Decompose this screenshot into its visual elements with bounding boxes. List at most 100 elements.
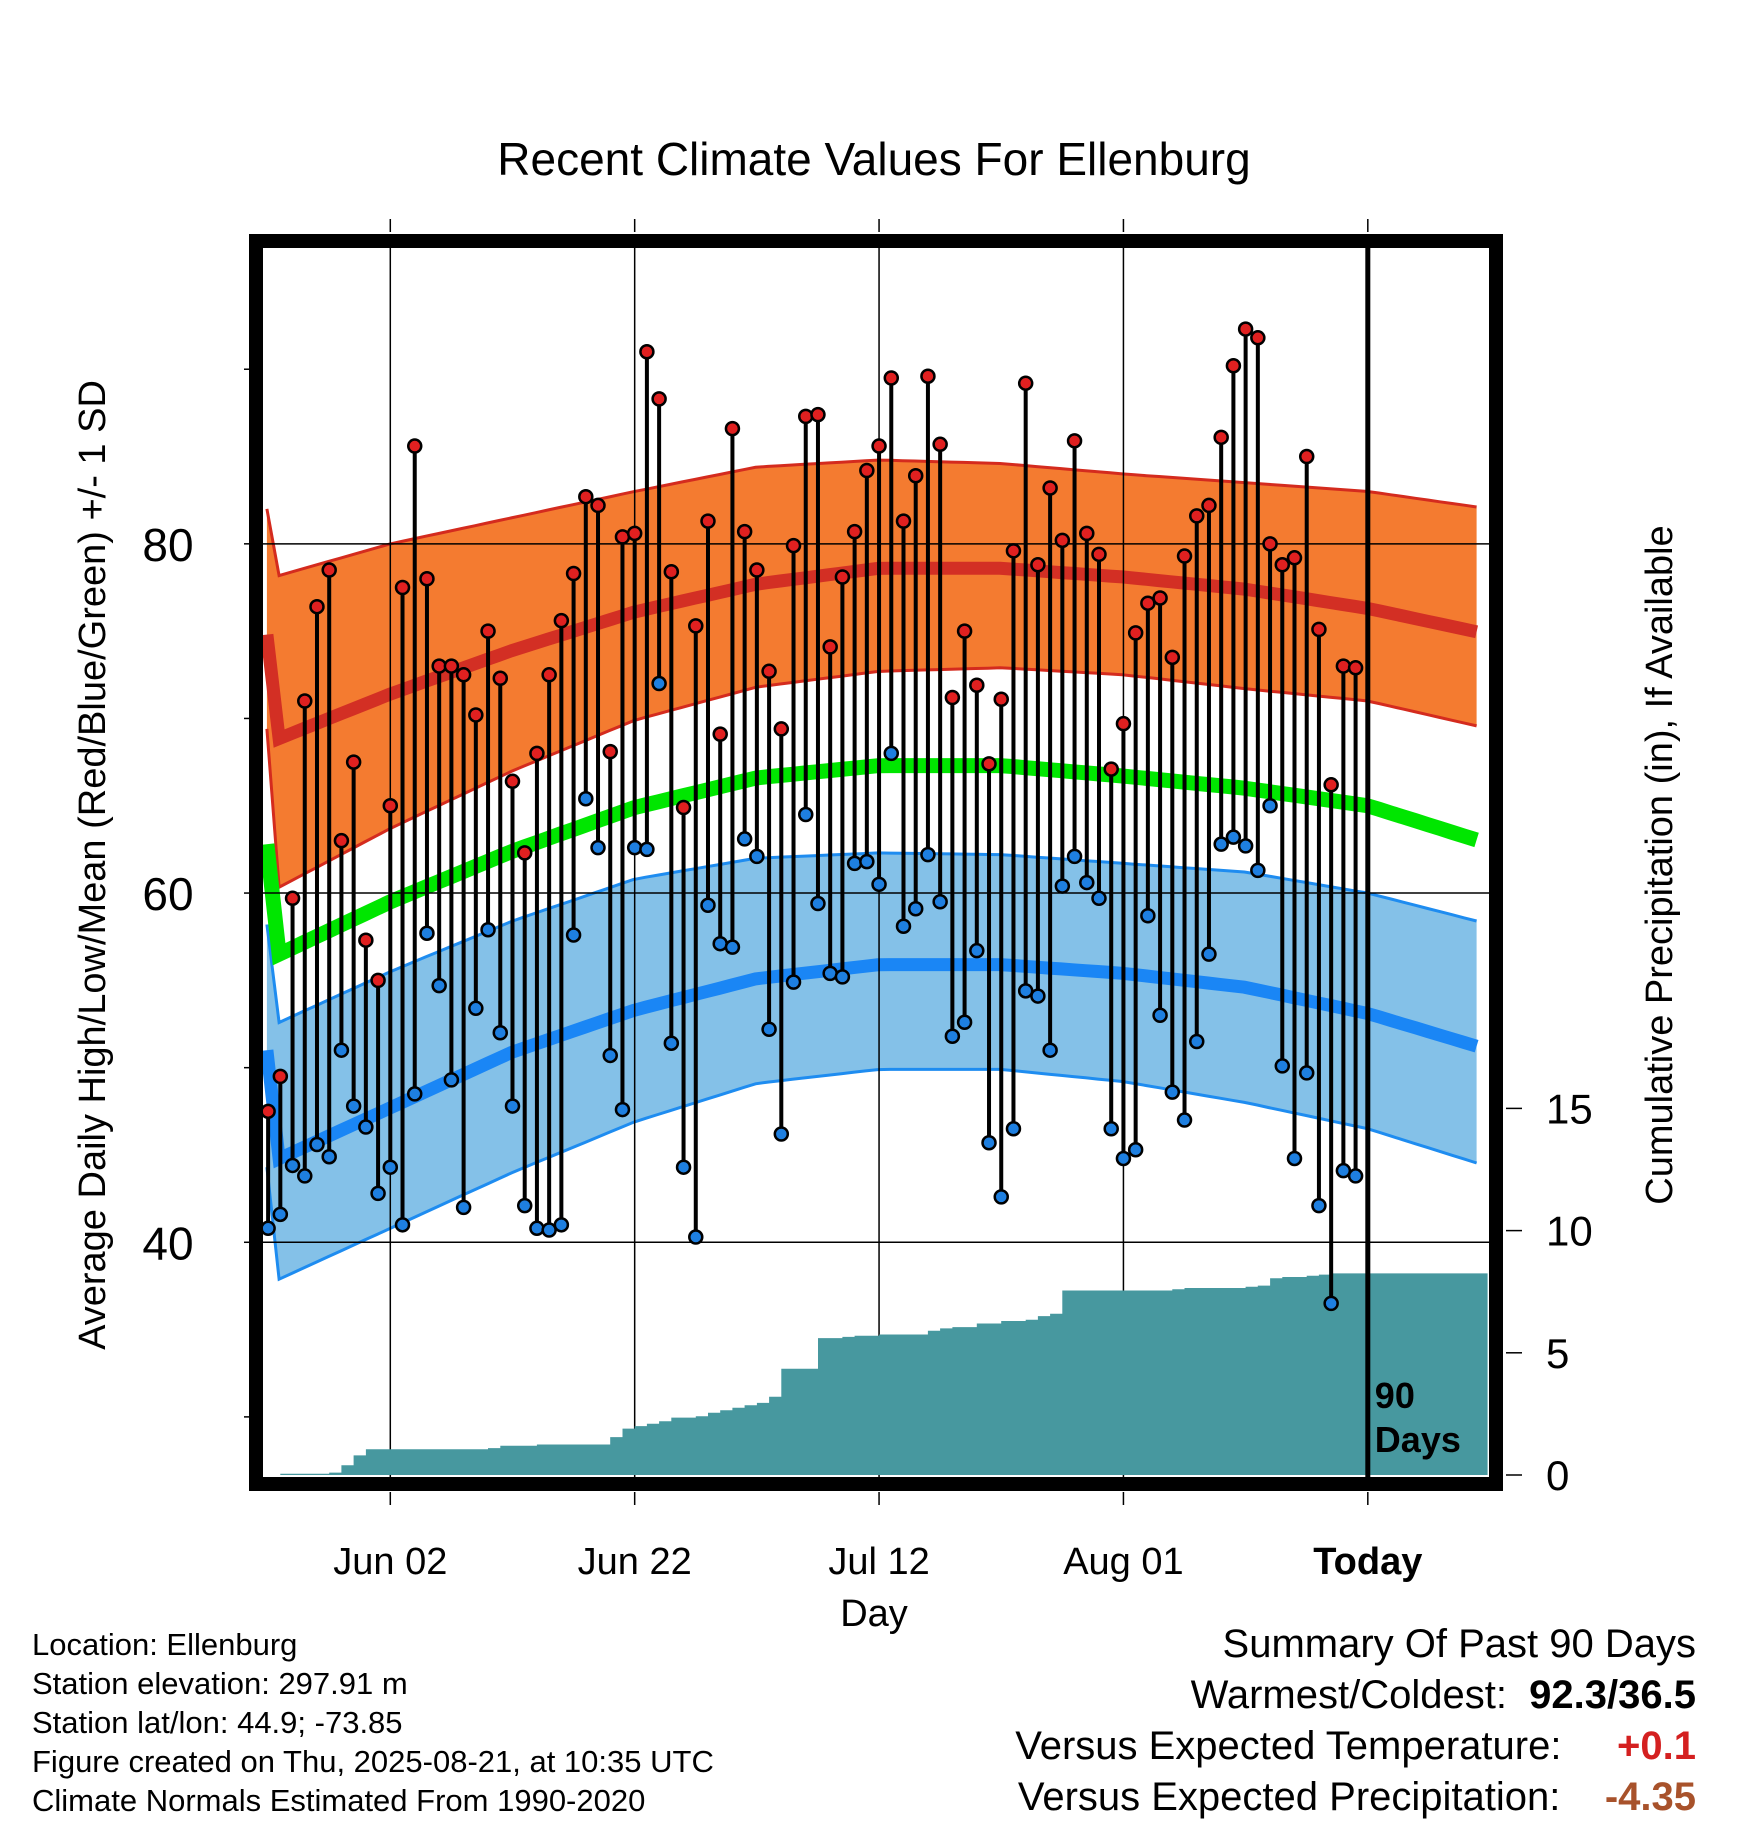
y2-tick-label: 0 (1546, 1452, 1569, 1499)
daily-low-point (345, 1098, 362, 1114)
daily-high-point (333, 832, 350, 849)
daily-low-point (272, 1206, 289, 1223)
daily-high-point (297, 693, 313, 709)
today-marker-label: 90 (1375, 1375, 1415, 1416)
summary-warm-cold: Warmest/Coldest: 92.3/36.5 (1191, 1673, 1696, 1718)
daily-high-point (1250, 330, 1266, 346)
temp-value: +0.1 (1617, 1724, 1696, 1768)
daily-low-point (394, 1217, 411, 1233)
daily-low-point (1164, 1084, 1181, 1100)
elevation-text: Station elevation: 297.91 m (32, 1666, 408, 1701)
daily-low-point (895, 918, 912, 934)
x-tick-label: Jul 12 (828, 1541, 929, 1583)
latlon-text: Station lat/lon: 44.9; -73.85 (32, 1705, 403, 1740)
y-axis-title: Average Daily High/Low/Mean (Red/Blue/Gr… (72, 380, 114, 1350)
daily-low-point (1188, 1033, 1205, 1050)
daily-high-point (981, 756, 997, 772)
daily-high-point (920, 368, 936, 384)
daily-high-point (761, 663, 777, 680)
y-tick-label: 60 (142, 868, 193, 920)
daily-low-point (1225, 829, 1242, 845)
warm-cold-value: 92.3/36.5 (1529, 1673, 1696, 1717)
normal-low-line (262, 958, 1479, 1169)
daily-high-point (272, 1068, 289, 1085)
plot-frame (249, 234, 1503, 1491)
daily-high-point (1091, 546, 1107, 563)
daily-high-point (1323, 777, 1339, 793)
low-sd-upper-edge (265, 851, 1477, 1025)
daily-low-point (956, 1014, 973, 1031)
daily-low-point (1017, 983, 1034, 999)
daily-high-point (1286, 550, 1303, 566)
daily-low-point (688, 1229, 704, 1245)
daily-high-point (455, 667, 472, 683)
daily-high-point (553, 612, 570, 629)
daily-high-point (749, 562, 765, 578)
daily-low-point (1262, 798, 1278, 814)
high-sd-lower-edge (265, 666, 1477, 890)
daily-high-point (907, 467, 924, 484)
daily-low-point (773, 1126, 790, 1142)
daily-high-point (492, 670, 509, 687)
daily-high-point (1262, 536, 1278, 552)
daily-high-point (993, 691, 1009, 707)
daily-high-point (883, 370, 900, 386)
daily-high-point (1176, 548, 1193, 564)
daily-high-point (602, 743, 618, 760)
daily-low-point (859, 853, 875, 870)
precip-value: -4.35 (1604, 1775, 1696, 1819)
daily-low-point (565, 927, 582, 943)
daily-high-point (736, 523, 753, 540)
chart-title: Recent Climate Values For Ellenburg (497, 133, 1250, 185)
daily-high-point (1079, 525, 1095, 542)
daily-low-point (382, 1159, 399, 1175)
daily-low-point (761, 1021, 777, 1038)
daily-high-point (1164, 649, 1181, 666)
daily-low-point (834, 969, 851, 985)
summary-temp: Versus Expected Temperature: +0.1 (1015, 1724, 1696, 1769)
daily-high-point (394, 579, 411, 596)
daily-high-point (1127, 625, 1144, 641)
daily-low-point (932, 894, 948, 910)
daily-low-point (981, 1134, 997, 1151)
high-sd-band (266, 460, 1477, 888)
x-tick-label: Aug 01 (1063, 1541, 1183, 1583)
daily-high-point (956, 623, 973, 639)
daily-low-point (736, 831, 753, 847)
daily-low-point (297, 1168, 313, 1184)
daily-low-point (1005, 1121, 1022, 1137)
daily-high-point (406, 438, 423, 454)
daily-high-point (944, 689, 961, 706)
x-tick-label: Jun 02 (333, 1541, 447, 1583)
x-axis-title: Day (840, 1593, 908, 1635)
daily-low-point (1335, 1162, 1352, 1179)
daily-low-point (553, 1217, 570, 1233)
daily-low-point (969, 942, 985, 959)
daily-high-point (688, 618, 704, 634)
summary-heading: Summary Of Past 90 Days (1222, 1622, 1696, 1666)
daily-low-point (700, 897, 716, 914)
daily-low-point (871, 876, 887, 893)
daily-low-point (920, 846, 936, 863)
daily-low-point (578, 791, 594, 807)
daily-low-point (1042, 1042, 1058, 1058)
daily-low-point (1298, 1065, 1315, 1081)
daily-low-point (944, 1028, 961, 1044)
daily-high-point (1030, 557, 1046, 573)
daily-low-point (1091, 890, 1107, 907)
daily-low-point (333, 1042, 350, 1058)
daily-high-point (639, 344, 655, 360)
daily-low-point (309, 1136, 325, 1153)
daily-high-point (1017, 375, 1034, 391)
daily-low-point (651, 675, 667, 692)
daily-low-point (810, 895, 826, 912)
daily-high-point (1335, 658, 1352, 674)
high-sd-upper-edge (265, 458, 1477, 578)
daily-high-point (516, 845, 533, 861)
daily-high-point (969, 677, 985, 694)
station-info: Location: Ellenburg Station elevation: 2… (32, 1625, 714, 1820)
daily-low-point (1176, 1112, 1193, 1128)
precip-area (268, 1273, 1488, 1475)
daily-low-point (846, 855, 863, 872)
